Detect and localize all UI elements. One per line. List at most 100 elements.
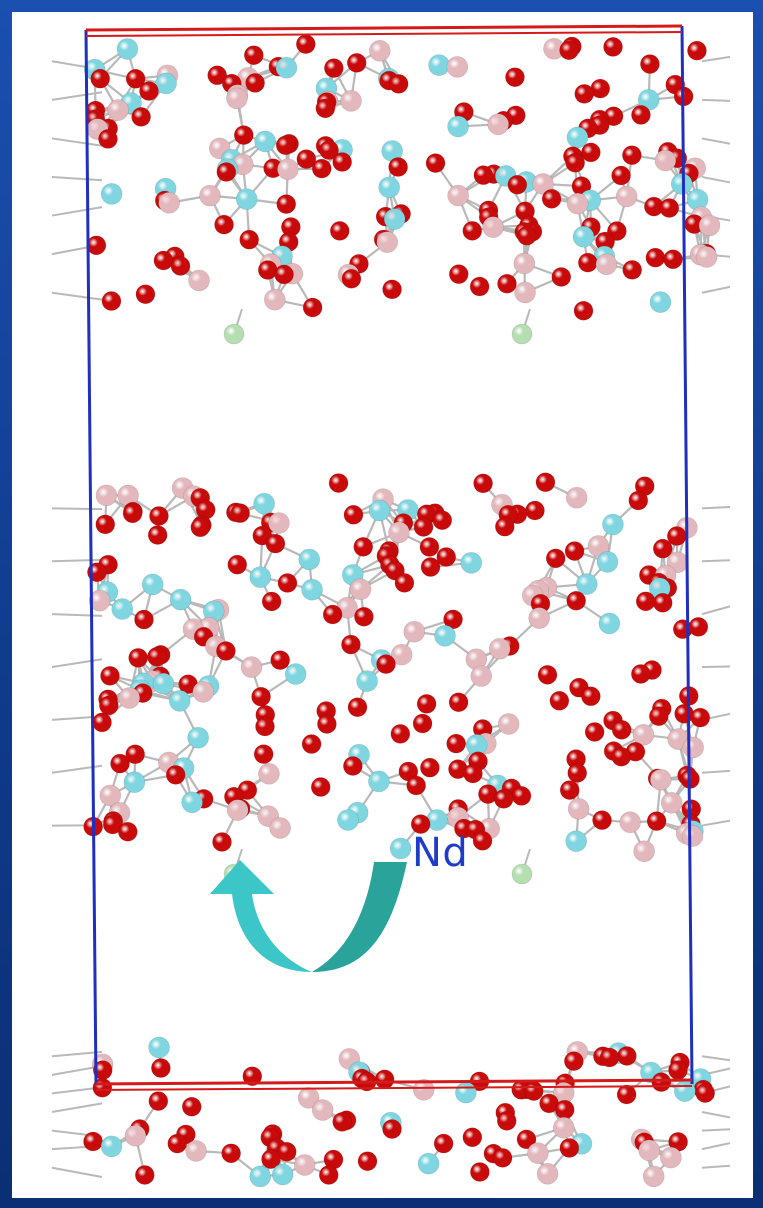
metal-atom-cyan <box>152 672 175 695</box>
oxygen-atom <box>90 68 110 89</box>
metal-atom-cyan <box>168 690 191 712</box>
bond-stub <box>701 1055 731 1062</box>
metal-atom-pink <box>565 486 588 509</box>
oxygen-atom <box>462 1127 483 1148</box>
metal-atom-pink <box>369 39 391 62</box>
metal-atom-cyan <box>298 548 321 571</box>
oxygen-atom <box>92 712 112 733</box>
oxygen-atom <box>295 34 316 54</box>
bond-stub <box>701 769 731 774</box>
oxygen-atom <box>167 1133 188 1154</box>
oxygen-atom <box>276 194 297 214</box>
cell-edge-bottom-2 <box>95 1085 693 1091</box>
oxygen-atom <box>581 686 601 707</box>
oxygen-atom <box>549 690 570 711</box>
oxygen-atom <box>416 694 437 714</box>
oxygen-atom <box>507 174 528 195</box>
metal-atom-cyan <box>100 1135 123 1158</box>
metal-atom-cyan <box>417 1152 440 1175</box>
oxygen-atom <box>101 291 122 311</box>
metal-atom-pink <box>192 681 215 703</box>
oxygen-atom <box>302 297 323 318</box>
oxygen-atom <box>216 162 237 182</box>
bond-stub <box>51 137 103 147</box>
oxygen-atom <box>153 250 174 271</box>
oxygen-atom <box>492 1148 513 1168</box>
oxygen-atom <box>410 814 431 834</box>
nd-label: Nd <box>412 830 469 876</box>
metal-atom-cyan <box>275 56 298 79</box>
oxygen-atom <box>651 1072 672 1092</box>
metal-atom-pink <box>226 87 248 110</box>
oxygen-atom <box>261 1149 281 1169</box>
oxygen-atom <box>95 514 116 535</box>
oxygen-atom <box>332 1112 352 1132</box>
metal-atom-pink <box>695 246 718 268</box>
oxygen-atom <box>462 221 483 241</box>
metal-atom-pink <box>487 113 509 136</box>
oxygen-atom <box>584 722 605 742</box>
metal-atom-cyan <box>271 1163 294 1186</box>
oxygen-atom <box>566 590 586 611</box>
metal-atom-pink <box>632 724 655 746</box>
oxygen-atom <box>648 706 669 726</box>
metal-atom-pink <box>528 607 550 629</box>
oxygen-atom <box>216 641 236 661</box>
oxygen-atom <box>382 279 402 300</box>
metal-atom-pink <box>268 512 290 534</box>
oxygen-atom <box>554 1099 575 1120</box>
metal-atom-pink <box>654 149 677 172</box>
metal-atom-cyan <box>649 291 672 313</box>
oxygen-atom <box>493 789 514 809</box>
oxygen-atom <box>139 81 159 101</box>
bond-stub <box>51 1102 103 1113</box>
oxygen-atom <box>611 746 632 767</box>
metal-atom-cyan <box>460 552 483 574</box>
bond-stub <box>701 665 731 668</box>
oxygen-atom <box>668 1060 688 1080</box>
oxygen-atom <box>388 157 408 177</box>
oxygen-atom <box>545 548 566 569</box>
bond-stub <box>701 137 731 145</box>
metal-atom-pink <box>99 784 122 807</box>
metal-atom-cyan <box>356 670 378 692</box>
oxygen-atom <box>578 252 598 273</box>
oxygen-atom <box>122 503 143 524</box>
metal-atom-cyan <box>428 54 450 76</box>
metal-atom-cyan <box>576 573 598 595</box>
metal-atom-cyan <box>187 726 209 749</box>
oxygen-atom <box>394 573 415 593</box>
oxygen-atom <box>86 235 107 256</box>
oxygen-atom <box>603 37 623 57</box>
oxygen-atom <box>496 1111 517 1131</box>
oxygen-atom <box>318 1165 339 1185</box>
oxygen-atom <box>412 713 433 734</box>
oxygen-atom <box>382 1119 402 1139</box>
metal-atom-cyan <box>100 183 123 205</box>
oxygen-atom <box>565 152 585 173</box>
oxygen-atom <box>599 1047 620 1068</box>
oxygen-atom <box>505 67 525 88</box>
oxygen-atom <box>674 703 694 724</box>
oxygen-atom <box>631 664 651 684</box>
oxygen-atom <box>535 472 556 493</box>
oxygen-atom <box>687 40 707 61</box>
metal-atom-pink <box>482 216 504 238</box>
cell-edge-right <box>680 25 694 1085</box>
metal-atom-cyan <box>141 573 164 596</box>
metal-atom-cyan <box>148 1036 170 1059</box>
oxygen-atom <box>125 68 146 89</box>
arrow-right-half <box>312 862 407 972</box>
metal-atom-pink <box>633 840 655 863</box>
metal-atom-pink <box>158 191 180 214</box>
oxygen-atom <box>275 135 296 156</box>
cell-edge-bottom <box>95 1078 693 1086</box>
oxygen-atom <box>233 125 254 145</box>
oxygen-atom <box>151 1058 171 1078</box>
oxygen-atom <box>214 214 234 235</box>
oxygen-atom <box>276 1141 297 1162</box>
oxygen-atom <box>257 260 278 280</box>
bond-stub <box>701 1142 731 1151</box>
oxygen-atom <box>251 686 271 707</box>
oxygen-atom <box>274 264 294 285</box>
